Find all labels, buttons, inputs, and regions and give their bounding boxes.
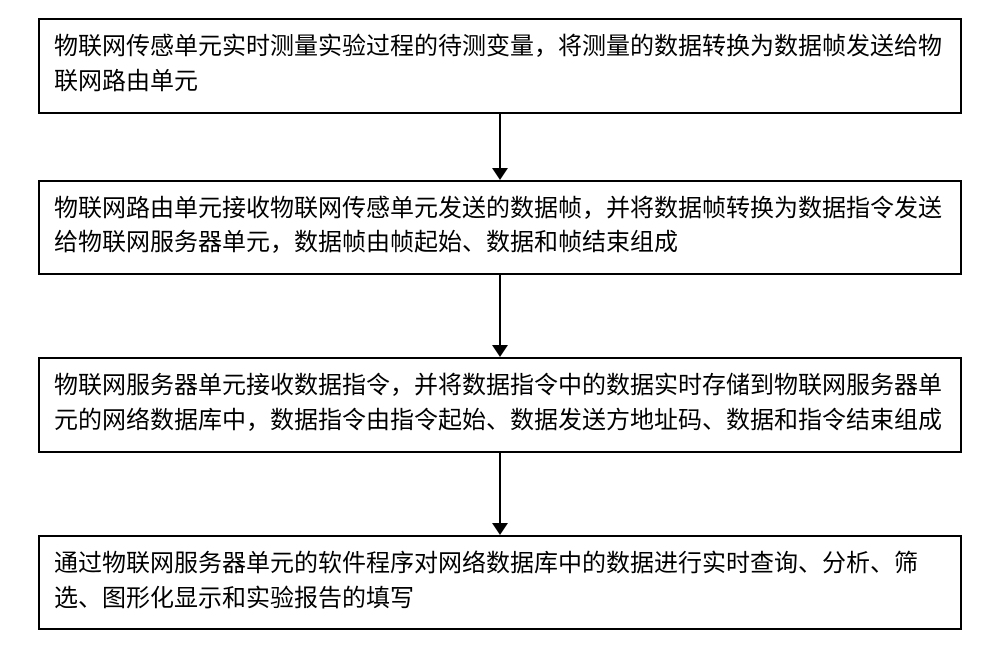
arrow-2 — [38, 275, 962, 357]
arrow-1 — [38, 114, 962, 180]
flow-step-3: 物联网服务器单元接收数据指令，并将数据指令中的数据实时存储到物联网服务器单元的网… — [38, 357, 962, 453]
flow-step-1-text: 物联网传感单元实时测量实验过程的待测变量，将测量的数据转换为数据帧发送给物联网路… — [54, 34, 942, 95]
flow-step-1: 物联网传感单元实时测量实验过程的待测变量，将测量的数据转换为数据帧发送给物联网路… — [38, 18, 962, 114]
flow-step-3-text: 物联网服务器单元接收数据指令，并将数据指令中的数据实时存储到物联网服务器单元的网… — [54, 373, 942, 434]
arrow-down-icon — [490, 275, 510, 357]
arrow-down-icon — [490, 453, 510, 535]
flow-step-2: 物联网路由单元接收物联网传感单元发送的数据帧，并将数据帧转换为数据指令发送给物联… — [38, 180, 962, 276]
arrow-down-icon — [490, 114, 510, 180]
flow-step-4: 通过物联网服务器单元的软件程序对网络数据库中的数据进行实时查询、分析、筛选、图形… — [38, 535, 962, 631]
flow-step-4-text: 通过物联网服务器单元的软件程序对网络数据库中的数据进行实时查询、分析、筛选、图形… — [54, 551, 918, 612]
flowchart-container: 物联网传感单元实时测量实验过程的待测变量，将测量的数据转换为数据帧发送给物联网路… — [38, 18, 962, 630]
flow-step-2-text: 物联网路由单元接收物联网传感单元发送的数据帧，并将数据帧转换为数据指令发送给物联… — [54, 196, 942, 257]
arrow-3 — [38, 453, 962, 535]
